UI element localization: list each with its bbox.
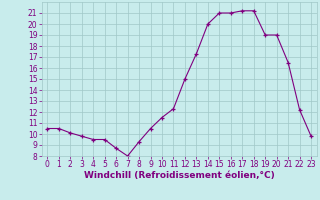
X-axis label: Windchill (Refroidissement éolien,°C): Windchill (Refroidissement éolien,°C): [84, 171, 275, 180]
